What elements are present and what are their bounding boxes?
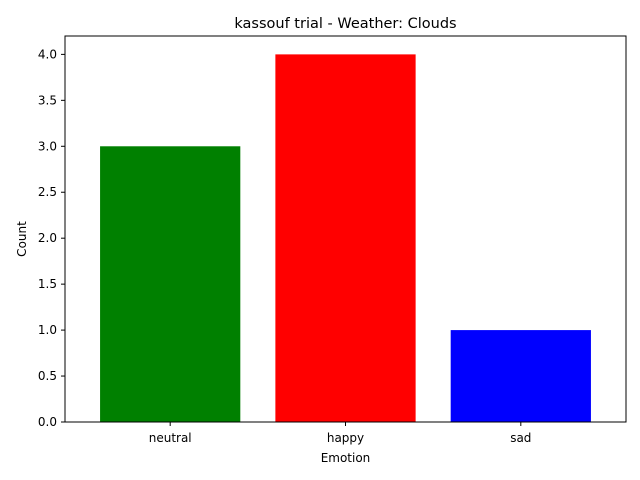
y-tick-label: 0.0 xyxy=(38,415,57,429)
y-tick-label: 0.5 xyxy=(38,369,57,383)
y-tick-label: 3.5 xyxy=(38,93,57,107)
y-tick-label: 4.0 xyxy=(38,47,57,61)
x-tick-label-sad: sad xyxy=(510,431,531,445)
y-axis-label: Count xyxy=(15,221,29,257)
bar-happy xyxy=(275,54,416,422)
x-axis: neutral happy sad xyxy=(149,422,531,445)
y-tick-label: 2.0 xyxy=(38,231,57,245)
x-tick-label-neutral: neutral xyxy=(149,431,192,445)
chart-title: kassouf trial - Weather: Clouds xyxy=(234,16,456,32)
y-tick-label: 1.5 xyxy=(38,277,57,291)
y-tick-label: 3.0 xyxy=(38,139,57,153)
bars-group xyxy=(100,54,591,423)
x-axis-label: Emotion xyxy=(321,451,371,465)
y-tick-label: 2.5 xyxy=(38,185,57,199)
bar-sad xyxy=(450,330,591,422)
y-tick-label: 1.0 xyxy=(38,323,57,337)
bar-neutral xyxy=(100,146,241,423)
y-axis: 0.0 0.5 1.0 1.5 2.0 2.5 3.0 3.5 4.0 xyxy=(38,47,65,429)
x-tick-label-happy: happy xyxy=(327,431,364,445)
plot-frame xyxy=(64,35,627,423)
